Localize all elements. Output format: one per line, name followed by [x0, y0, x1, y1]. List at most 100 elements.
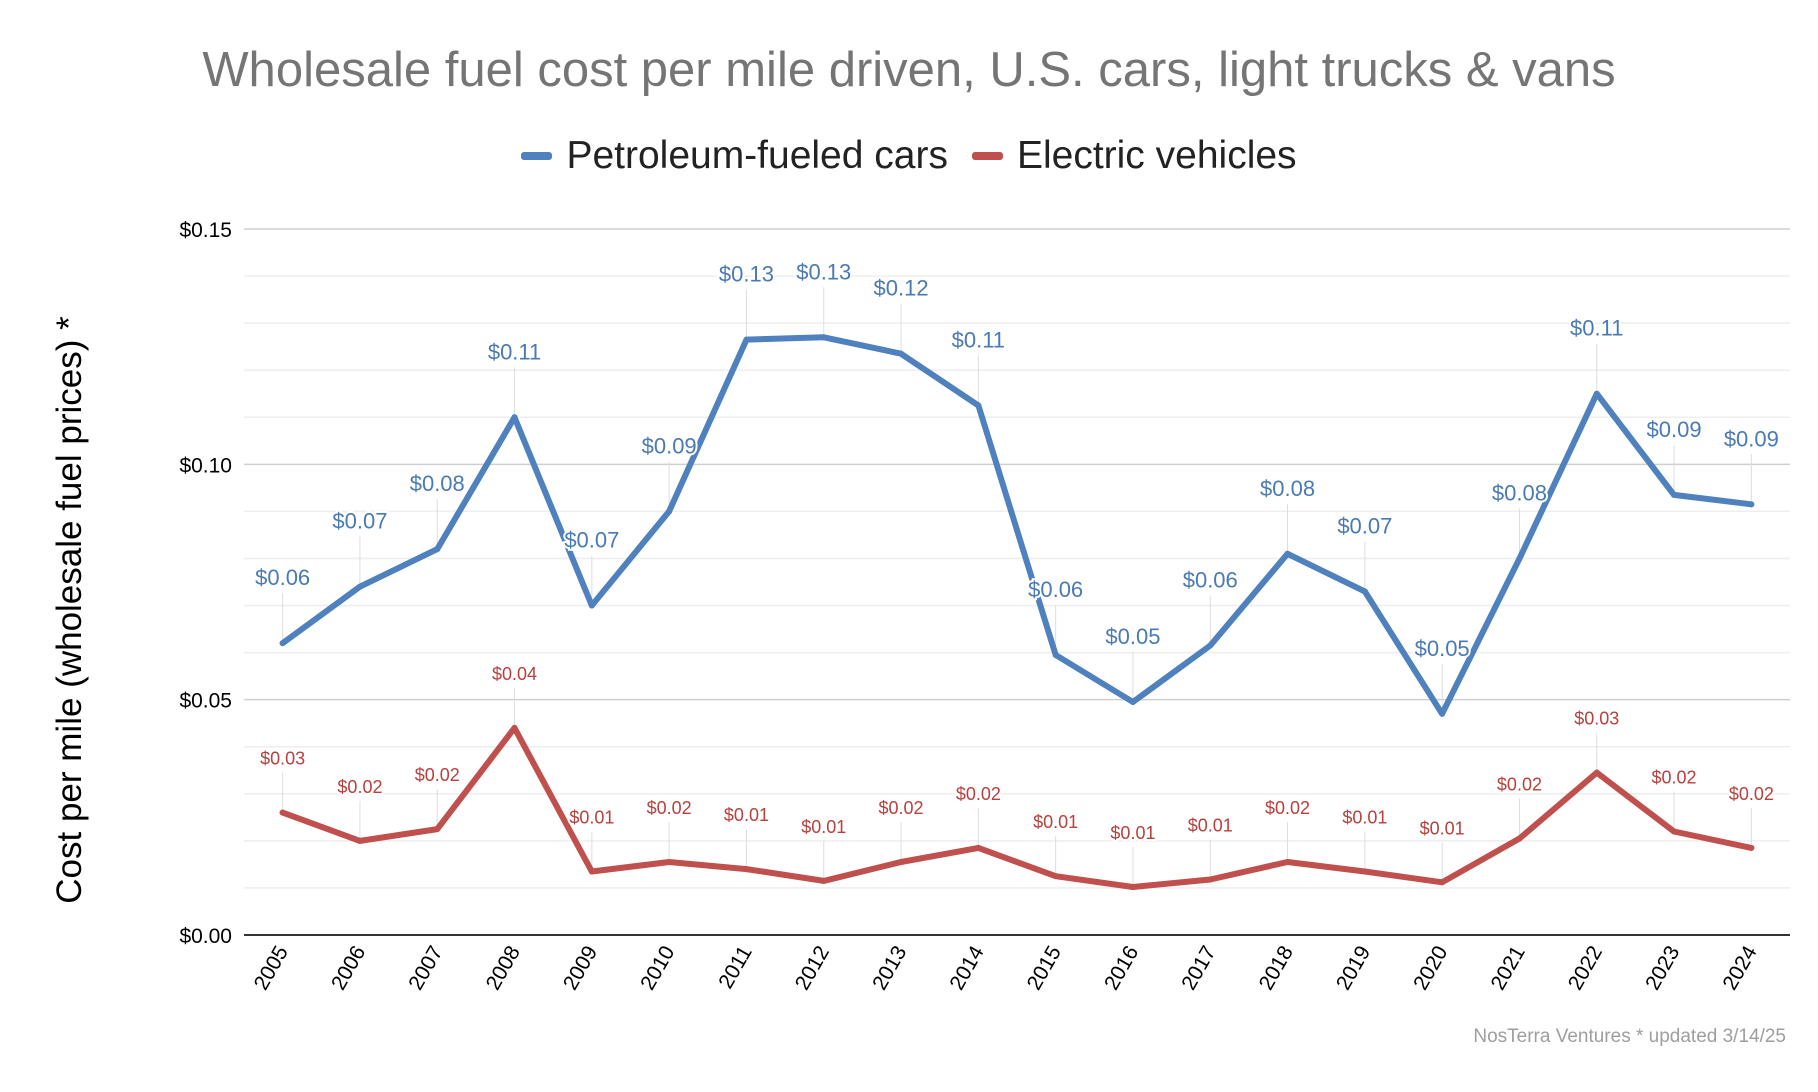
data-label-electric: $0.02 [879, 798, 924, 818]
data-point-petroleum [1207, 642, 1214, 649]
y-tick-label: $0.00 [179, 925, 232, 948]
data-point-electric [1361, 868, 1368, 875]
data-point-electric [588, 868, 595, 875]
y-tick-label: $0.10 [179, 454, 232, 477]
data-point-petroleum [588, 602, 595, 609]
data-label-petroleum: $0.11 [952, 328, 1005, 353]
data-label-electric: $0.02 [1729, 784, 1774, 804]
data-label-petroleum: $0.08 [1492, 480, 1547, 505]
series-line-petroleum [279, 334, 1755, 717]
data-label-petroleum: $0.09 [1724, 426, 1779, 451]
data-label-petroleum: $0.06 [1028, 577, 1083, 602]
data-point-electric [511, 724, 518, 731]
x-tick-label: 2022 [1564, 942, 1607, 994]
data-point-electric [434, 826, 441, 833]
x-tick-label: 2005 [250, 942, 293, 994]
data-point-electric [279, 809, 286, 816]
data-label-electric: $0.03 [260, 749, 305, 769]
x-tick-label: 2023 [1641, 942, 1684, 994]
data-label-petroleum: $0.09 [1647, 417, 1702, 442]
data-point-electric [356, 837, 363, 844]
data-point-petroleum [1052, 651, 1059, 658]
data-label-petroleum: $0.07 [332, 509, 387, 534]
data-label-petroleum: $0.09 [642, 433, 697, 458]
data-point-petroleum [356, 583, 363, 590]
data-label-electric: $0.03 [1574, 709, 1619, 729]
data-point-petroleum [1593, 390, 1600, 397]
data-point-petroleum [1361, 588, 1368, 595]
x-tick-label: 2007 [404, 942, 447, 994]
chart-title: Wholesale fuel cost per mile driven, U.S… [202, 43, 1616, 97]
x-tick-label: 2017 [1177, 942, 1220, 994]
x-tick-label: 2019 [1332, 942, 1375, 994]
x-tick-label: 2009 [559, 942, 602, 994]
data-point-electric [666, 859, 673, 866]
data-point-petroleum [666, 508, 673, 515]
data-point-electric [1593, 769, 1600, 776]
data-label-petroleum: $0.06 [255, 565, 310, 590]
x-tick-label: 2011 [714, 942, 757, 993]
x-tick-label: 2024 [1718, 942, 1761, 994]
x-tick-label: 2012 [791, 942, 834, 994]
data-label-electric: $0.01 [1342, 807, 1387, 827]
x-tick-label: 2014 [945, 942, 988, 994]
data-point-petroleum [1439, 710, 1446, 717]
data-label-electric: $0.04 [492, 664, 537, 684]
y-tick-label: $0.05 [179, 690, 232, 713]
series-line-electric [279, 724, 1755, 890]
data-point-electric [1207, 876, 1214, 883]
data-point-electric [1052, 873, 1059, 880]
data-point-petroleum [1516, 555, 1523, 562]
legend-label-petroleum: Petroleum-fueled cars [566, 134, 948, 177]
data-point-electric [1671, 828, 1678, 835]
data-label-petroleum: $0.06 [1183, 568, 1238, 593]
x-tick-label: 2020 [1409, 942, 1452, 994]
x-tick-label: 2008 [482, 942, 525, 994]
data-label-electric: $0.02 [956, 784, 1001, 804]
data-label-electric: $0.02 [415, 765, 460, 785]
data-label-petroleum: $0.13 [719, 262, 774, 287]
data-label-petroleum: $0.08 [1260, 476, 1315, 501]
data-label-petroleum: $0.13 [796, 259, 851, 284]
x-tick-label: 2010 [636, 942, 679, 994]
data-label-electric: $0.02 [1652, 767, 1697, 787]
data-label-electric: $0.01 [1033, 812, 1078, 832]
data-label-electric: $0.01 [569, 807, 614, 827]
data-label-petroleum: $0.05 [1415, 636, 1470, 661]
data-point-petroleum [1284, 550, 1291, 557]
y-tick-label: $0.15 [179, 219, 232, 242]
data-label-electric: $0.02 [1497, 775, 1542, 795]
data-point-electric [743, 866, 750, 873]
data-label-petroleum: $0.07 [564, 528, 619, 553]
x-tick-label: 2006 [327, 942, 370, 994]
data-point-petroleum [434, 546, 441, 553]
x-tick-label: 2015 [1023, 942, 1066, 994]
data-point-petroleum [279, 640, 286, 647]
data-point-petroleum [1671, 491, 1678, 498]
legend-item-petroleum: Petroleum-fueled cars [521, 134, 948, 178]
data-point-electric [1129, 883, 1136, 890]
data-label-petroleum: $0.12 [874, 276, 929, 301]
data-label-petroleum: $0.05 [1105, 624, 1160, 649]
data-label-petroleum: $0.07 [1337, 513, 1392, 538]
legend-item-electric: Electric vehicles [971, 134, 1297, 178]
data-point-electric [1439, 879, 1446, 886]
data-point-petroleum [975, 402, 982, 409]
data-point-petroleum [743, 336, 750, 343]
data-point-electric [1516, 835, 1523, 842]
legend-swatch-electric [971, 152, 1003, 160]
data-label-electric: $0.02 [337, 777, 382, 797]
data-point-electric [898, 859, 905, 866]
data-label-electric: $0.01 [801, 817, 846, 837]
data-point-electric [1284, 859, 1291, 866]
data-point-petroleum [511, 414, 518, 421]
data-label-petroleum: $0.08 [410, 471, 465, 496]
x-tick-label: 2016 [1100, 942, 1143, 994]
data-label-electric: $0.02 [647, 798, 692, 818]
legend-label-electric: Electric vehicles [1016, 134, 1297, 177]
data-label-electric: $0.01 [1420, 818, 1465, 838]
data-point-petroleum [1748, 501, 1755, 508]
data-point-electric [975, 844, 982, 851]
data-label-petroleum: $0.11 [1570, 316, 1623, 341]
